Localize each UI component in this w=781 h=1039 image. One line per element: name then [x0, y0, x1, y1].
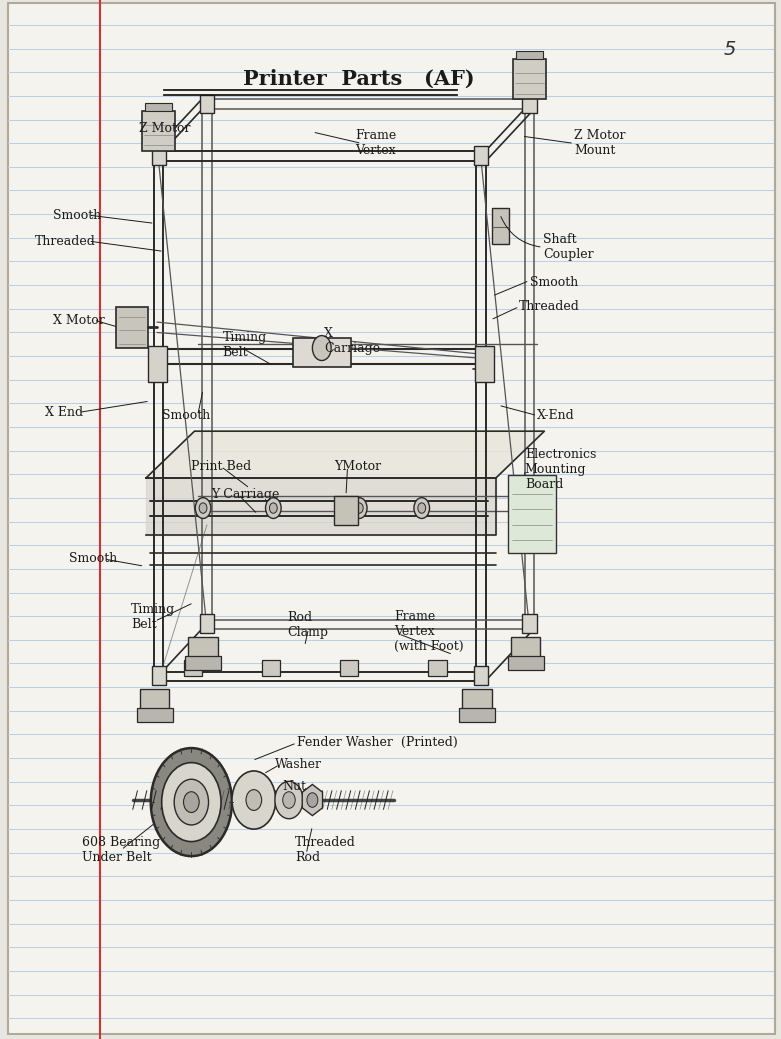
Bar [137, 708, 173, 722]
Text: Timing
Belt: Timing Belt [223, 331, 267, 358]
Circle shape [162, 763, 221, 842]
Bar [459, 708, 495, 722]
Text: Threaded
Rod: Threaded Rod [295, 836, 356, 863]
Text: Smooth: Smooth [530, 276, 578, 289]
Bar [522, 614, 537, 633]
Circle shape [312, 336, 331, 361]
Polygon shape [146, 431, 544, 478]
Text: Z Motor: Z Motor [139, 123, 191, 135]
Text: Y Carriage: Y Carriage [211, 488, 280, 501]
Bar [188, 637, 218, 658]
Circle shape [232, 771, 276, 829]
Text: Timing
Belt: Timing Belt [131, 604, 176, 631]
Bar [152, 666, 166, 685]
Circle shape [199, 503, 207, 513]
Text: X Motor: X Motor [53, 314, 105, 326]
Circle shape [355, 503, 363, 513]
Text: Nut: Nut [283, 780, 307, 793]
Text: Washer: Washer [275, 758, 322, 771]
Circle shape [246, 790, 262, 810]
Circle shape [414, 498, 430, 518]
Circle shape [266, 498, 281, 518]
Text: X End: X End [45, 406, 84, 419]
Circle shape [307, 793, 318, 807]
Circle shape [269, 503, 277, 513]
Polygon shape [302, 784, 323, 816]
Bar [152, 146, 166, 165]
Bar [116, 307, 148, 348]
Bar [511, 637, 540, 658]
Bar [293, 338, 351, 367]
Bar [334, 496, 358, 525]
Text: X
Carriage: X Carriage [324, 327, 380, 354]
Circle shape [151, 748, 232, 856]
Text: Rod
Clamp: Rod Clamp [287, 612, 328, 639]
Bar [142, 111, 175, 151]
Text: Frame
Vertex
(with Foot): Frame Vertex (with Foot) [394, 610, 464, 654]
Text: Printer  Parts   (AF): Printer Parts (AF) [244, 69, 475, 89]
Bar [508, 475, 556, 553]
Bar [148, 346, 167, 382]
Bar [184, 660, 202, 676]
Bar [474, 666, 488, 685]
Circle shape [195, 498, 211, 518]
Circle shape [418, 503, 426, 513]
Bar [200, 95, 214, 113]
Text: Smooth: Smooth [53, 209, 102, 221]
Circle shape [351, 498, 367, 518]
Text: Threaded: Threaded [519, 300, 580, 313]
Text: Print Bed: Print Bed [191, 460, 251, 473]
Bar [185, 656, 221, 670]
Bar [475, 346, 494, 382]
Circle shape [174, 779, 209, 825]
Text: Shaft
Coupler: Shaft Coupler [543, 234, 594, 261]
Text: Frame
Vertex: Frame Vertex [355, 130, 397, 157]
Bar [145, 103, 172, 111]
Bar [428, 660, 447, 676]
Text: YMotor: YMotor [334, 460, 381, 473]
Circle shape [184, 792, 199, 812]
Bar [513, 59, 546, 99]
Bar [200, 614, 214, 633]
Bar [462, 689, 492, 710]
Bar [262, 660, 280, 676]
Circle shape [283, 792, 295, 808]
Bar [522, 95, 537, 113]
Bar [474, 146, 488, 165]
Bar [516, 51, 543, 59]
Text: Threaded: Threaded [35, 235, 96, 247]
Text: 5: 5 [724, 41, 736, 59]
Text: X-End: X-End [537, 409, 575, 422]
Bar [140, 689, 169, 710]
Text: Smooth: Smooth [162, 409, 211, 422]
Text: Electronics
Mounting
Board: Electronics Mounting Board [525, 448, 596, 491]
Bar [508, 656, 544, 670]
Circle shape [275, 781, 303, 819]
Bar [340, 660, 358, 676]
Bar [492, 208, 509, 244]
Text: Z Motor
Mount: Z Motor Mount [574, 130, 626, 157]
Text: Smooth: Smooth [69, 553, 117, 565]
Text: 608 Bearing
Under Belt: 608 Bearing Under Belt [82, 836, 160, 863]
Text: Fender Washer  (Printed): Fender Washer (Printed) [297, 737, 458, 749]
Polygon shape [146, 478, 496, 535]
